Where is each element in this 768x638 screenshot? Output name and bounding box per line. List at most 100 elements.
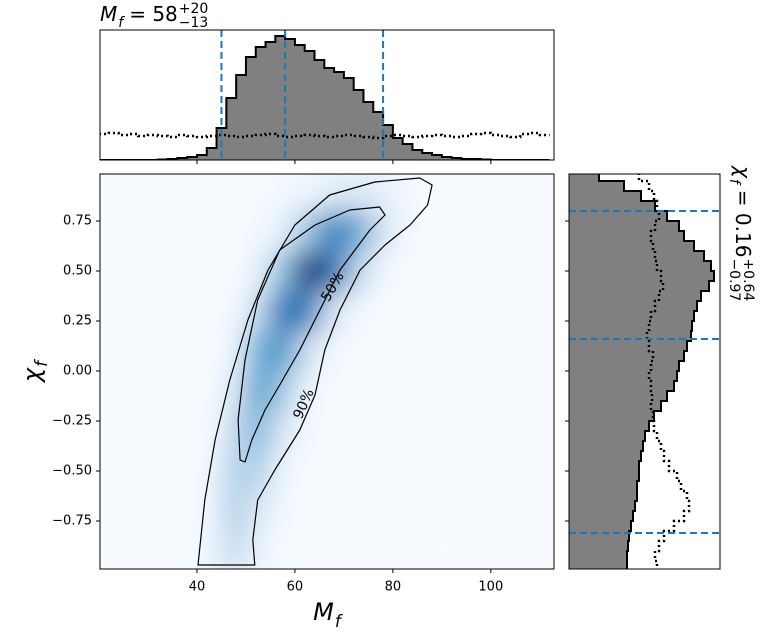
density-cell [343, 531, 369, 569]
label-symbol: M [313, 598, 334, 626]
density-cell [294, 291, 320, 332]
hist-bar [569, 281, 709, 292]
hist-bar [569, 421, 649, 432]
hist-bar [569, 381, 674, 392]
x-tick-label: 40 [189, 580, 206, 595]
density-cell [368, 411, 394, 452]
density-cell [294, 531, 320, 569]
density-cell [172, 411, 198, 452]
label-value: = 58 [129, 2, 178, 26]
top-histogram [100, 30, 550, 160]
density-cell [270, 174, 296, 212]
density-cell [196, 211, 222, 252]
density-cell [392, 451, 418, 492]
density-cell [221, 174, 247, 212]
density-cell [392, 491, 418, 532]
density-cell [221, 531, 247, 569]
density-cell [270, 371, 296, 412]
hist-bar [334, 72, 345, 160]
density-cell [441, 491, 467, 532]
hist-bar [569, 371, 677, 382]
label-subscript: f [31, 358, 51, 367]
axes-frame [99, 29, 555, 161]
hist-bar [569, 491, 637, 502]
y-tick-label: −0.25 [52, 414, 92, 429]
label-symbol: χ [731, 165, 755, 179]
hist-bar [373, 112, 384, 160]
hist-bar [265, 42, 276, 160]
density-cell [441, 411, 467, 452]
density-cell [417, 291, 443, 332]
x-tick-label: 80 [385, 580, 402, 595]
hist-bar [353, 90, 364, 160]
prior-line [637, 174, 691, 569]
density-cell [245, 174, 271, 212]
x-tick-label: 60 [287, 580, 304, 595]
label-symbol: χ [18, 367, 46, 384]
hist-bar [285, 39, 296, 160]
density-cell [368, 174, 394, 212]
density-cell [172, 251, 198, 292]
density-cell [368, 371, 394, 412]
label-lower: −13 [179, 15, 209, 31]
density-cell [294, 174, 320, 212]
density-cell [417, 371, 443, 412]
y-tick-label: −0.75 [52, 514, 92, 529]
density-cell [294, 451, 320, 492]
contours [197, 177, 433, 566]
density-cell [392, 331, 418, 372]
y-tick-label: 0.50 [63, 264, 92, 279]
density-cell [343, 491, 369, 532]
density-cell [319, 371, 345, 412]
density-cell [441, 211, 467, 252]
hist-bar [569, 391, 667, 402]
density-cell [368, 331, 394, 372]
density-cell [245, 531, 271, 569]
label-upper: +0.64 [740, 258, 756, 301]
density-cell [368, 531, 394, 569]
density-cell [417, 174, 443, 212]
hist-bar [569, 521, 631, 532]
density-cell [417, 451, 443, 492]
right-histogram [569, 174, 720, 569]
label-upper: +20 [179, 1, 209, 17]
density-cell [392, 411, 418, 452]
hist-bar [412, 150, 423, 160]
label-subscript: f [335, 611, 344, 631]
hist-bar [402, 144, 413, 160]
prior-line [100, 131, 550, 140]
density-cell [221, 291, 247, 332]
hist-bar [196, 155, 208, 160]
density-cell [196, 411, 222, 452]
hist-bar [569, 441, 643, 452]
density-cell [343, 291, 369, 332]
y-tick-label: −0.50 [52, 464, 92, 479]
hist-bar [569, 301, 697, 312]
label-symbol: M [100, 2, 117, 26]
density-cell [221, 371, 247, 412]
hist-bar [569, 551, 627, 562]
hist-bar [569, 174, 599, 182]
hist-bar [324, 68, 335, 160]
label-subscript: f [118, 15, 125, 31]
density-cell [441, 251, 467, 292]
density-cell [319, 491, 345, 532]
density-cell [172, 531, 198, 569]
density-cell [441, 371, 467, 412]
hist-bar [569, 291, 701, 302]
density-cell [172, 331, 198, 372]
density-cell [172, 291, 198, 332]
density-cell [368, 211, 394, 252]
density-cell [196, 291, 222, 332]
hist-bar [569, 451, 641, 462]
y-axis-label: χf [18, 358, 51, 384]
density-cell [221, 491, 247, 532]
density-cell [196, 174, 222, 212]
density-cell [392, 531, 418, 569]
hist-bar [569, 361, 679, 372]
hist-bar [569, 401, 661, 412]
hist-bar [569, 191, 641, 202]
hist-bar [569, 351, 684, 362]
density-cell [221, 451, 247, 492]
